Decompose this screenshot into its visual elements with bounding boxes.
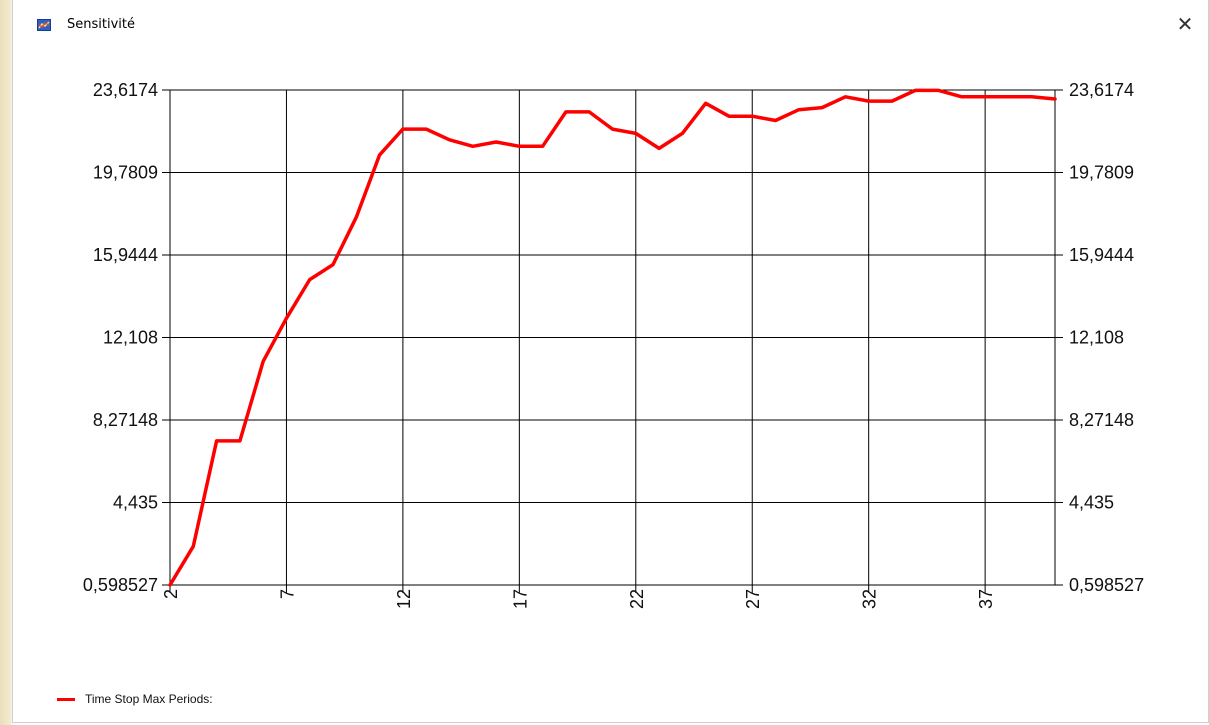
y-tick-label-left: 23,6174 (93, 80, 158, 100)
y-tick-label-right: 0,598527 (1069, 575, 1144, 595)
y-axis-left: 23,6174 19,7809 15,9444 12,108 8,27148 4,435 0… (83, 80, 158, 595)
y-tick-label-right: 8,27148 (1069, 410, 1134, 430)
y-tick-label-left: 19,7809 (93, 163, 158, 183)
title-bar[interactable]: Sensitivité ✕ (13, 0, 1208, 52)
y-tick-label-left: 12,108 (103, 328, 158, 348)
series-line (168, 88, 1057, 587)
y-tick-label-left: 4,435 (113, 493, 158, 513)
y-tick-label-right: 12,108 (1069, 328, 1124, 348)
y-tick-label-left: 8,27148 (93, 410, 158, 430)
x-tick-label: 12 (394, 589, 414, 609)
y-tick-label-left: 15,9444 (93, 245, 158, 265)
y-tick-label-right: 19,7809 (1069, 163, 1134, 183)
x-tick-label: 27 (743, 589, 763, 609)
x-tick-label: 37 (976, 589, 996, 609)
window-title: Sensitivité (67, 17, 135, 32)
chart-app-icon (37, 19, 51, 31)
series-group (168, 88, 1057, 587)
x-axis: 2 7 12 17 22 27 32 37 (161, 589, 996, 609)
close-button[interactable]: ✕ (1176, 12, 1194, 36)
x-tick-label: 17 (510, 589, 530, 609)
y-tick-label-left: 0,598527 (83, 575, 158, 595)
y-tick-label-right: 4,435 (1069, 493, 1114, 513)
legend-label: Time Stop Max Periods: (85, 692, 213, 706)
chart-grid (162, 89, 1063, 593)
x-tick-label: 32 (860, 589, 880, 609)
chart-legend: Time Stop Max Periods: (57, 692, 213, 706)
x-tick-label: 7 (277, 589, 297, 599)
x-tick-label: 22 (627, 589, 647, 609)
y-axis-right: 23,6174 19,7809 15,9444 12,108 8,27148 4,435 0… (1069, 80, 1144, 595)
y-tick-label-right: 23,6174 (1069, 80, 1134, 100)
x-tick-label: 2 (161, 589, 181, 599)
y-tick-label-right: 15,9444 (1069, 245, 1134, 265)
legend-swatch-red (57, 697, 75, 701)
sensitivity-window: Sensitivité ✕ (12, 0, 1209, 723)
